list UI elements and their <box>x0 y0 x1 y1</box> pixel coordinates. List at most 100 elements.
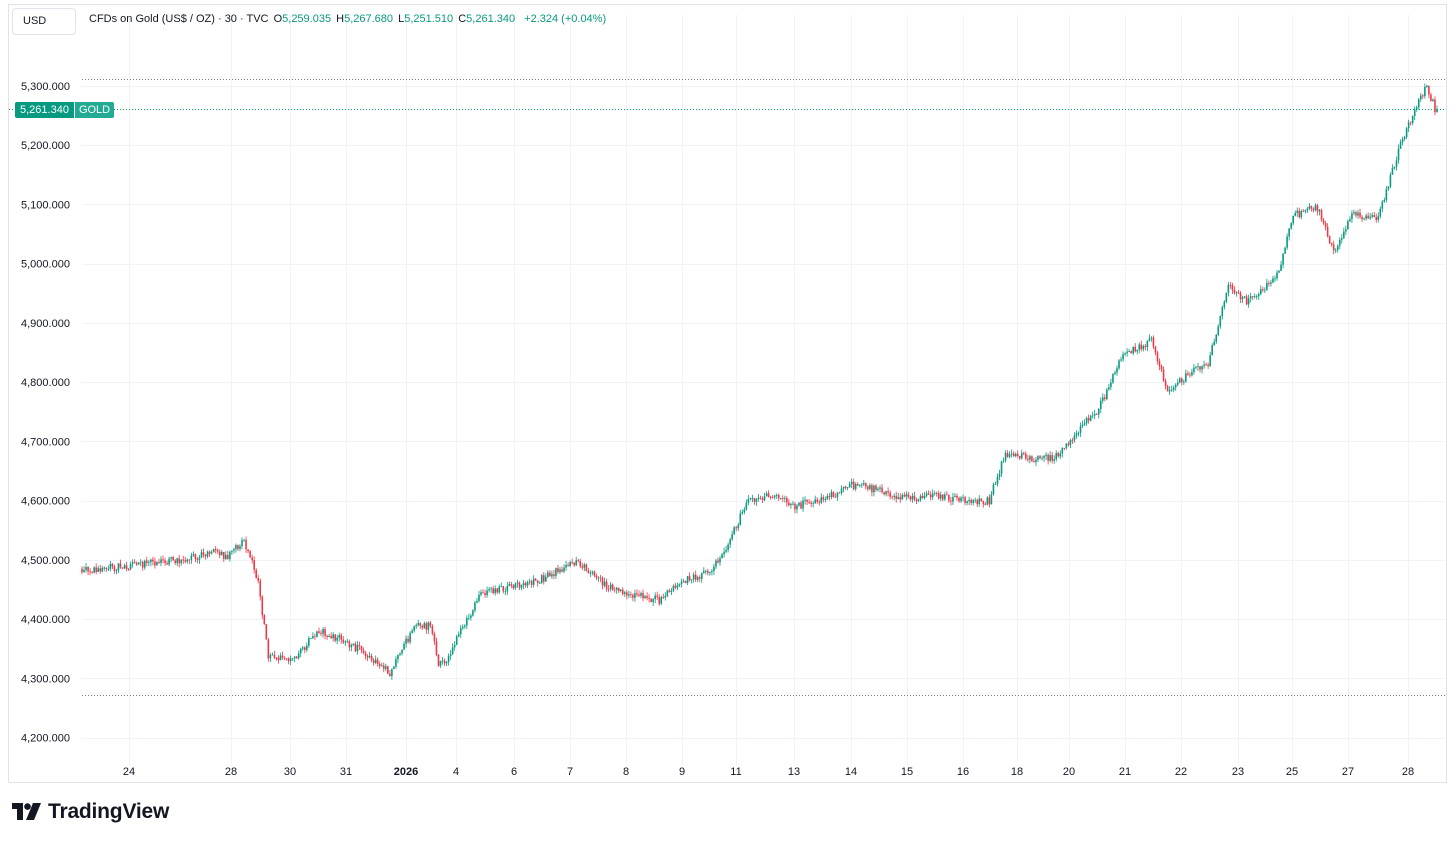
candle-body <box>401 649 403 654</box>
y-tick-label: 4,900.000 <box>21 318 70 330</box>
candle <box>382 662 385 673</box>
candle <box>478 591 480 603</box>
close-value: 5,261.340 <box>466 13 516 25</box>
candle-body <box>255 569 257 578</box>
candle <box>324 626 326 640</box>
candle-body <box>1411 116 1414 124</box>
candle <box>1411 115 1414 126</box>
candle-body <box>555 568 557 576</box>
candle <box>1413 106 1416 121</box>
candle <box>344 640 347 647</box>
candle-body <box>1347 221 1349 230</box>
candle-body <box>1031 456 1033 462</box>
candle-body <box>980 498 983 501</box>
candle-body <box>413 626 415 631</box>
candle-body <box>1209 355 1211 366</box>
candle <box>180 559 183 566</box>
candle <box>599 574 602 583</box>
price-chart[interactable]: 5,300.000 5,200.000 5,100.000 5,000.000 4,90… <box>9 5 1446 782</box>
candle-body <box>81 568 83 573</box>
candle <box>670 587 673 596</box>
candle <box>1116 365 1118 376</box>
candle <box>571 558 573 565</box>
candle-body <box>1152 337 1155 347</box>
candle <box>461 624 464 631</box>
candle-body <box>1328 236 1331 243</box>
candle-body <box>1183 381 1185 383</box>
candle <box>480 589 482 597</box>
candle-body <box>1284 247 1286 254</box>
candle-body <box>1102 397 1104 401</box>
candle <box>206 550 209 559</box>
candle-body <box>727 544 729 550</box>
candle-body <box>786 498 788 503</box>
candle-body <box>1049 455 1051 461</box>
candle-body <box>273 654 276 658</box>
candle <box>636 589 638 597</box>
candle-body <box>927 493 930 495</box>
candle-body <box>237 545 239 549</box>
candle <box>245 536 247 554</box>
candle <box>162 555 164 564</box>
candle <box>336 634 339 645</box>
candle-body <box>583 564 586 568</box>
candle-body <box>563 567 565 572</box>
candle <box>1002 457 1005 464</box>
candle-body <box>781 498 784 499</box>
candle-body <box>526 582 529 586</box>
candle-body <box>913 495 916 500</box>
candle <box>1334 247 1337 254</box>
candle-body <box>83 570 85 573</box>
open-key: O <box>273 13 283 25</box>
candle-body <box>881 487 883 493</box>
currency-button[interactable]: USD <box>12 8 76 35</box>
candle <box>1004 450 1007 463</box>
candle-body <box>1002 460 1005 462</box>
candle <box>1347 219 1349 230</box>
candle-body <box>1073 435 1076 441</box>
candle <box>715 558 717 570</box>
candle-body <box>595 575 598 578</box>
candle-body <box>146 560 148 563</box>
candle-body <box>1047 454 1049 461</box>
current-price-badge: 5,261.340 GOLD <box>15 102 115 118</box>
candle-body <box>119 563 122 568</box>
candle-body <box>860 484 863 486</box>
candle <box>854 482 857 492</box>
candle-body <box>395 659 397 667</box>
candle-body <box>923 495 926 499</box>
candle <box>449 650 452 660</box>
candle <box>1428 85 1430 99</box>
candle <box>1353 209 1355 216</box>
candle-body <box>202 552 205 555</box>
candle-body <box>1415 107 1418 110</box>
candle <box>559 566 561 575</box>
candle <box>1430 92 1432 102</box>
candle <box>899 493 902 503</box>
candle <box>956 493 958 501</box>
candle-body <box>231 550 233 552</box>
candle <box>538 581 541 584</box>
candle-body <box>842 486 845 489</box>
candle <box>1233 286 1236 295</box>
candle-body <box>1257 294 1260 297</box>
candle <box>1063 448 1066 451</box>
candle <box>1227 281 1230 297</box>
candle <box>962 494 964 502</box>
candle <box>1118 359 1120 370</box>
candle <box>1025 451 1027 461</box>
candle <box>176 557 178 567</box>
candle <box>941 494 944 502</box>
candle-body <box>540 575 543 583</box>
candle <box>1434 96 1436 116</box>
candle <box>1018 455 1021 461</box>
candle <box>767 490 770 498</box>
candle-body <box>919 495 922 500</box>
candle-body <box>650 598 652 603</box>
candle-body <box>382 665 385 669</box>
tradingview-logo[interactable]: TradingView <box>12 800 169 824</box>
candle <box>557 564 559 574</box>
candle-body <box>1035 459 1037 463</box>
candle-body <box>518 582 521 588</box>
candle <box>950 496 952 506</box>
